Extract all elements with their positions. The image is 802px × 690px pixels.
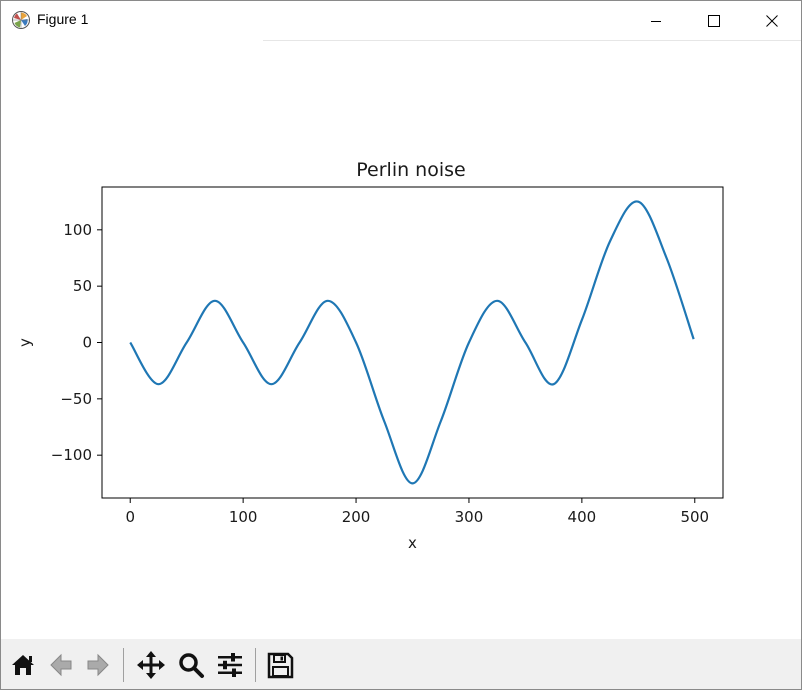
y-tick-label: 50 <box>73 277 92 295</box>
home-icon <box>12 655 34 675</box>
toolbar-separator <box>255 648 256 682</box>
x-tick-label: 200 <box>342 508 371 526</box>
forward-button[interactable] <box>81 648 115 682</box>
zoom-button[interactable] <box>174 648 208 682</box>
pan-icon <box>137 651 165 679</box>
y-axis-ticks: −100 −50 0 50 100 <box>51 221 102 464</box>
series-line <box>129 200 695 485</box>
maximize-icon <box>708 14 720 27</box>
x-tick-label: 300 <box>455 508 484 526</box>
save-icon <box>267 652 294 679</box>
minimize-button[interactable] <box>627 1 685 40</box>
x-tick-label: 400 <box>568 508 597 526</box>
pan-button[interactable] <box>134 648 168 682</box>
close-icon <box>766 14 778 27</box>
x-axis-label: x <box>408 534 417 552</box>
line-chart[interactable]: Perlin noise 0 100 200 300 400 500 −100 −50 0 50… <box>1 41 801 639</box>
toolbar-separator <box>123 648 124 682</box>
navigation-toolbar <box>1 639 801 689</box>
title-bar[interactable]: Figure 1 <box>1 1 801 40</box>
axes-frame <box>101 186 724 499</box>
close-button[interactable] <box>743 1 801 40</box>
y-tick-label: 0 <box>82 334 92 352</box>
figure-canvas[interactable]: Perlin noise 0 100 200 300 400 500 −100 −50 0 50… <box>1 41 801 639</box>
chart-title: Perlin noise <box>356 159 465 181</box>
y-tick-label: −50 <box>60 390 92 408</box>
maximize-button[interactable] <box>685 1 743 40</box>
x-tick-label: 500 <box>680 508 709 526</box>
window-title: Figure 1 <box>37 11 89 27</box>
back-button[interactable] <box>44 648 78 682</box>
x-tick-label: 100 <box>229 508 258 526</box>
save-button[interactable] <box>263 648 297 682</box>
forward-arrow-icon <box>87 653 109 677</box>
y-tick-label: 100 <box>63 221 92 239</box>
home-button[interactable] <box>6 648 40 682</box>
matplotlib-icon <box>11 10 31 30</box>
configure-subplots-button[interactable] <box>213 648 247 682</box>
sliders-icon <box>218 653 242 677</box>
minimize-icon <box>651 20 661 22</box>
x-tick-label: 0 <box>125 508 135 526</box>
zoom-icon <box>179 653 204 678</box>
back-arrow-icon <box>50 653 72 677</box>
y-tick-label: −100 <box>51 446 92 464</box>
title-bar-divider <box>263 40 801 41</box>
x-axis-ticks: 0 100 200 300 400 500 <box>125 498 709 526</box>
y-axis-label: y <box>16 338 34 347</box>
